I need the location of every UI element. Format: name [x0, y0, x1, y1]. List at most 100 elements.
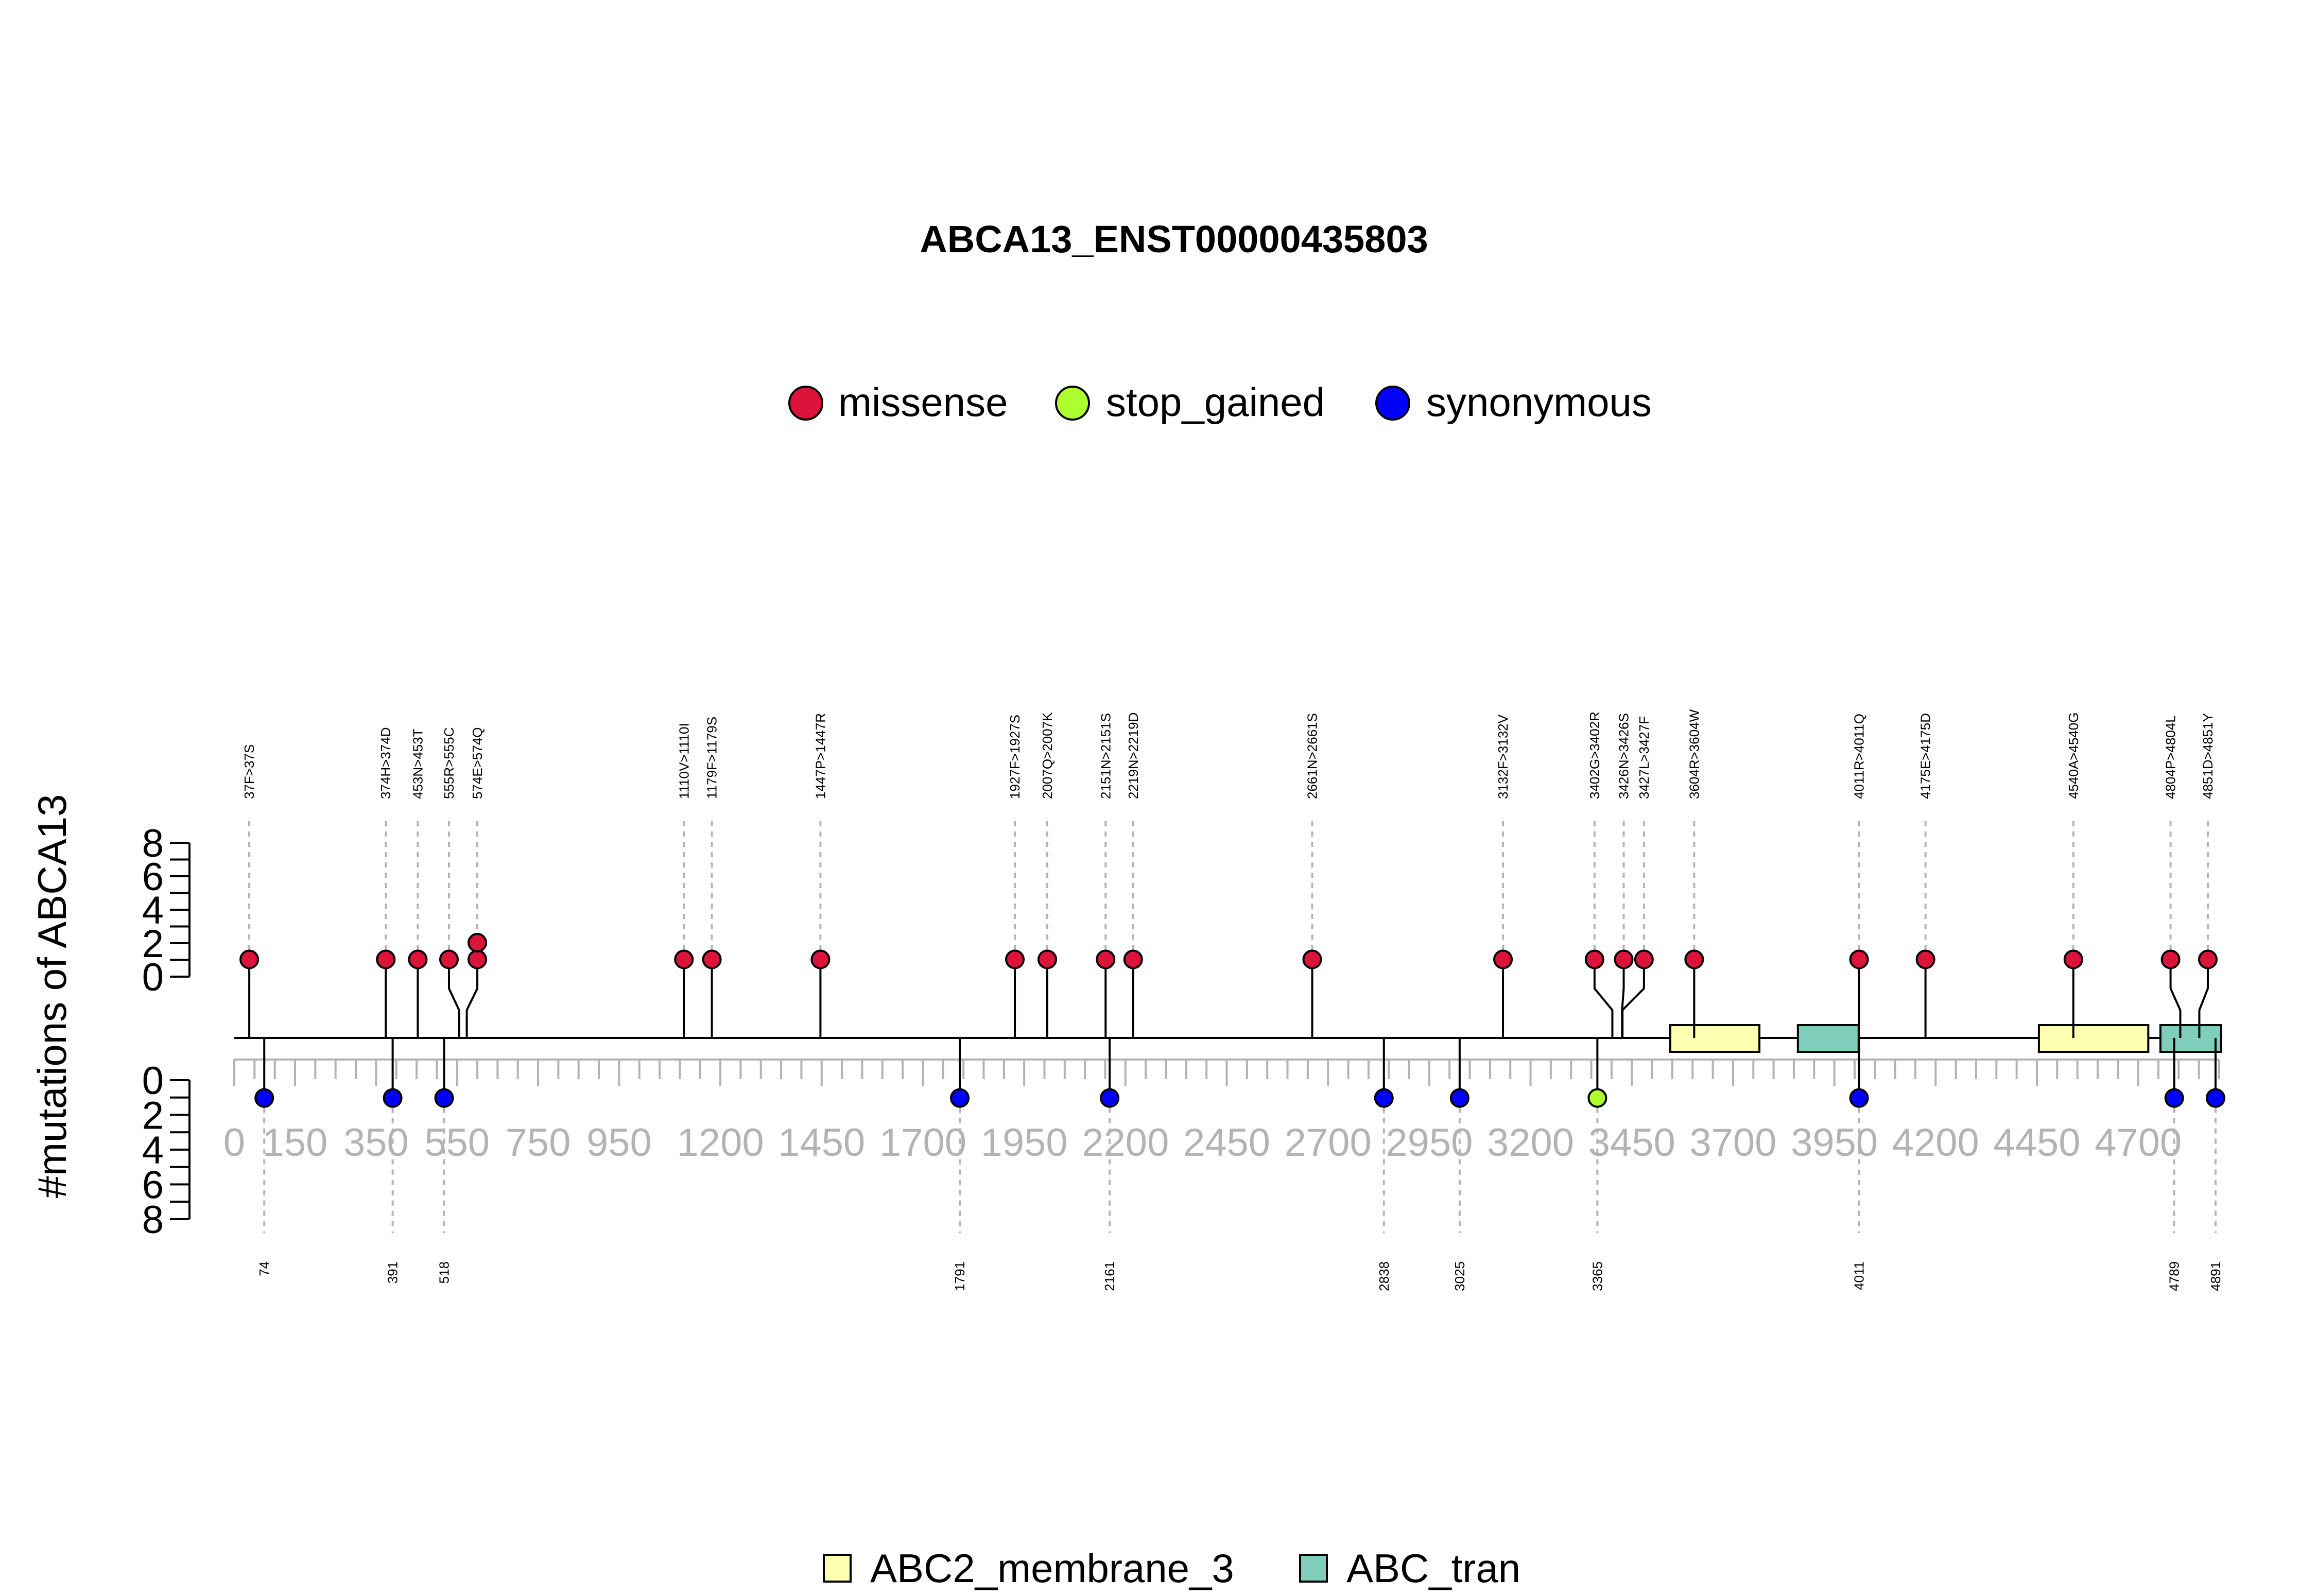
- lollipop-head-missense: [239, 949, 260, 969]
- x-tick-label: 950: [586, 1121, 652, 1165]
- legend-marker-stop_gained: [1055, 386, 1090, 421]
- lollipop-head-synonymous: [1449, 1088, 1469, 1108]
- lollipop-4804P>4804L: 4804P>4804L: [2160, 715, 2182, 1038]
- domain-legend: ABC2_membrane_3 ABC_tran: [823, 1546, 1520, 1591]
- lollipop-head-synonymous: [2205, 1088, 2225, 1108]
- lollipop-2661N>2661S: 2661N>2661S: [1302, 713, 1322, 1038]
- lollipop-4175E>4175D: 4175E>4175D: [1915, 713, 1935, 1038]
- x-tick-label: 2450: [1183, 1121, 1270, 1165]
- lollipop-2161: 2161: [1100, 1038, 1120, 1291]
- lollipop-head-missense: [468, 949, 488, 969]
- lollipop-555R>555C: 555R>555C: [439, 727, 460, 1038]
- legend-label-stop_gained: stop_gained: [1106, 379, 1325, 425]
- mutation-label: 4175E>4175D: [1918, 713, 1933, 799]
- lollipop-head-missense: [1915, 949, 1935, 969]
- position-label: 3025: [1452, 1261, 1467, 1291]
- lollipop-stem: [447, 960, 460, 1038]
- protein-domains: [1669, 1024, 2222, 1053]
- lollipop-head-synonymous: [1849, 1088, 1869, 1108]
- lollipop-head-missense: [1584, 949, 1604, 969]
- lollipop-head-missense: [2063, 949, 2083, 969]
- lollipop-head-missense: [1614, 949, 1634, 969]
- domain-ABC2_membrane_3: [1669, 1024, 1761, 1053]
- lollipop-head-synonymous: [2164, 1088, 2184, 1108]
- lollipop-2151N>2151S: 2151N>2151S: [1096, 713, 1116, 1038]
- lollipop-4851D>4851Y: 4851D>4851Y: [2198, 713, 2218, 1038]
- y-axis-label: #mutations of ABCA13: [29, 794, 75, 1199]
- lollipop-head-missense: [468, 933, 488, 952]
- lollipop-head-synonymous: [434, 1088, 454, 1108]
- mutation-label: 37F>37S: [241, 744, 257, 799]
- lollipop-3427L>3427F: 3427L>3427F: [1621, 716, 1654, 1038]
- lollipop-3426N>3426S: 3426N>3426S: [1614, 713, 1634, 1038]
- lollipop-head-missense: [702, 949, 722, 969]
- mutation-label: 3426N>3426S: [1616, 713, 1632, 799]
- x-tick-label: 1450: [778, 1121, 865, 1165]
- lollipop-453N>453T: 453N>453T: [408, 728, 428, 1038]
- mutation-label: 3402G>3402R: [1587, 712, 1602, 799]
- position-label: 4789: [2167, 1261, 2182, 1291]
- lollipop-stem: [1593, 960, 1614, 1038]
- lollipop-3365: 3365: [1587, 1038, 1607, 1291]
- mutation-label: 1447P>1447R: [812, 713, 828, 799]
- position-label: 2838: [1376, 1261, 1392, 1291]
- mutation-type-legend: missense stop_gained synonymous: [788, 379, 1652, 425]
- lollipop-head-missense: [408, 949, 428, 969]
- lollipop-3025: 3025: [1449, 1038, 1469, 1291]
- lollipop-stem: [2198, 960, 2209, 1038]
- lollipop-head-synonymous: [254, 1088, 274, 1108]
- domain-legend-swatch-ABC_tran: [1299, 1554, 1328, 1583]
- lollipop-1110V>1110I: 1110V>1110I: [674, 723, 694, 1038]
- lollipop-head-missense: [1123, 949, 1143, 969]
- domain-ABC_tran: [1796, 1024, 1860, 1053]
- upper-lollipops: 37F>37S 374H>374D 453N>453T 555R>555C 574E>5…: [239, 709, 2218, 1038]
- mutation-label: 2151N>2151S: [1098, 713, 1113, 799]
- x-tick-label: 2950: [1386, 1121, 1473, 1165]
- x-tick-label: 1950: [981, 1121, 1068, 1165]
- lollipop-3402G>3402R: 3402G>3402R: [1584, 712, 1614, 1038]
- lower-y-tick-label: 0: [142, 1059, 164, 1103]
- lollipop-head-missense: [1493, 949, 1513, 969]
- x-tick-label: 4700: [2095, 1121, 2182, 1165]
- x-tick-label: 3950: [1791, 1121, 1878, 1165]
- domain-legend-swatch-ABC2_membrane_3: [823, 1554, 852, 1583]
- lollipop-4540A>4540G: 4540A>4540G: [2063, 713, 2083, 1038]
- position-label: 1791: [952, 1261, 967, 1291]
- domain-ABC_tran: [2159, 1024, 2222, 1053]
- domain-ABC2_membrane_3: [2037, 1024, 2150, 1053]
- lollipop-head-missense: [810, 949, 831, 969]
- lower-y-tick-label: 6: [142, 1164, 164, 1207]
- lower-lollipops: 74 391 518 1791 2161 2838 3025 3365 4011 4789 4891: [254, 1038, 2225, 1291]
- lollipop-head-missense: [1302, 949, 1322, 969]
- lower-y-tick-label: 8: [142, 1198, 164, 1242]
- mutation-label: 4540A>4540G: [2066, 713, 2081, 799]
- mutation-label: 374H>374D: [378, 727, 393, 800]
- lollipop-head-missense: [1005, 949, 1025, 969]
- lollipop-head-missense: [2160, 949, 2181, 969]
- mutation-label: 1179F>1179S: [704, 717, 720, 799]
- lower-y-tick-label: 2: [142, 1094, 164, 1138]
- lollipop-4891: 4891: [2205, 1038, 2225, 1291]
- position-label: 74: [256, 1261, 272, 1276]
- mutation-label: 4851D>4851Y: [2200, 713, 2216, 799]
- position-label: 391: [385, 1261, 401, 1283]
- lollipop-head-missense: [376, 949, 396, 969]
- legend-marker-synonymous: [1375, 386, 1410, 421]
- x-axis: 0 150 350 550 750 950 1200 1450 1700 1950 2200 2450…: [223, 1059, 2220, 1165]
- mutation-label: 1110V>1110I: [676, 723, 691, 799]
- x-tick-label: 4450: [1993, 1121, 2080, 1165]
- lollipop-head-synonymous: [383, 1088, 403, 1108]
- lollipop-head-missense: [674, 949, 694, 969]
- lollipop-391: 391: [383, 1038, 403, 1283]
- lollipop-head-synonymous: [1100, 1088, 1120, 1108]
- mutation-label: 574E>574Q: [470, 727, 485, 799]
- x-tick-label: 750: [506, 1121, 571, 1165]
- mutation-label: 2661N>2661S: [1305, 713, 1320, 799]
- lollipop-574E>574Q: 574E>574Q: [465, 727, 488, 1038]
- x-tick-label: 4200: [1892, 1121, 1979, 1165]
- mutation-label: 555R>555C: [441, 727, 457, 800]
- mutation-label: 1927F>1927S: [1007, 715, 1023, 799]
- domain-legend-label-ABC_tran: ABC_tran: [1346, 1546, 1520, 1591]
- legend-label-synonymous: synonymous: [1426, 379, 1652, 425]
